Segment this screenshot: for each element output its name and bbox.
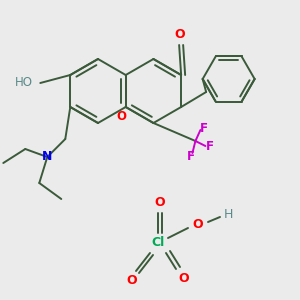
Text: O: O bbox=[179, 272, 189, 284]
Text: O: O bbox=[193, 218, 203, 232]
Text: O: O bbox=[175, 28, 185, 40]
Text: HO: HO bbox=[15, 76, 33, 89]
Text: Cl: Cl bbox=[152, 236, 165, 250]
Text: F: F bbox=[200, 122, 207, 136]
Text: O: O bbox=[155, 196, 165, 209]
Text: O: O bbox=[127, 274, 137, 287]
Text: F: F bbox=[186, 151, 194, 164]
Text: O: O bbox=[117, 110, 127, 124]
Text: F: F bbox=[206, 140, 213, 152]
Text: H: H bbox=[223, 208, 233, 221]
Text: N: N bbox=[42, 151, 52, 164]
